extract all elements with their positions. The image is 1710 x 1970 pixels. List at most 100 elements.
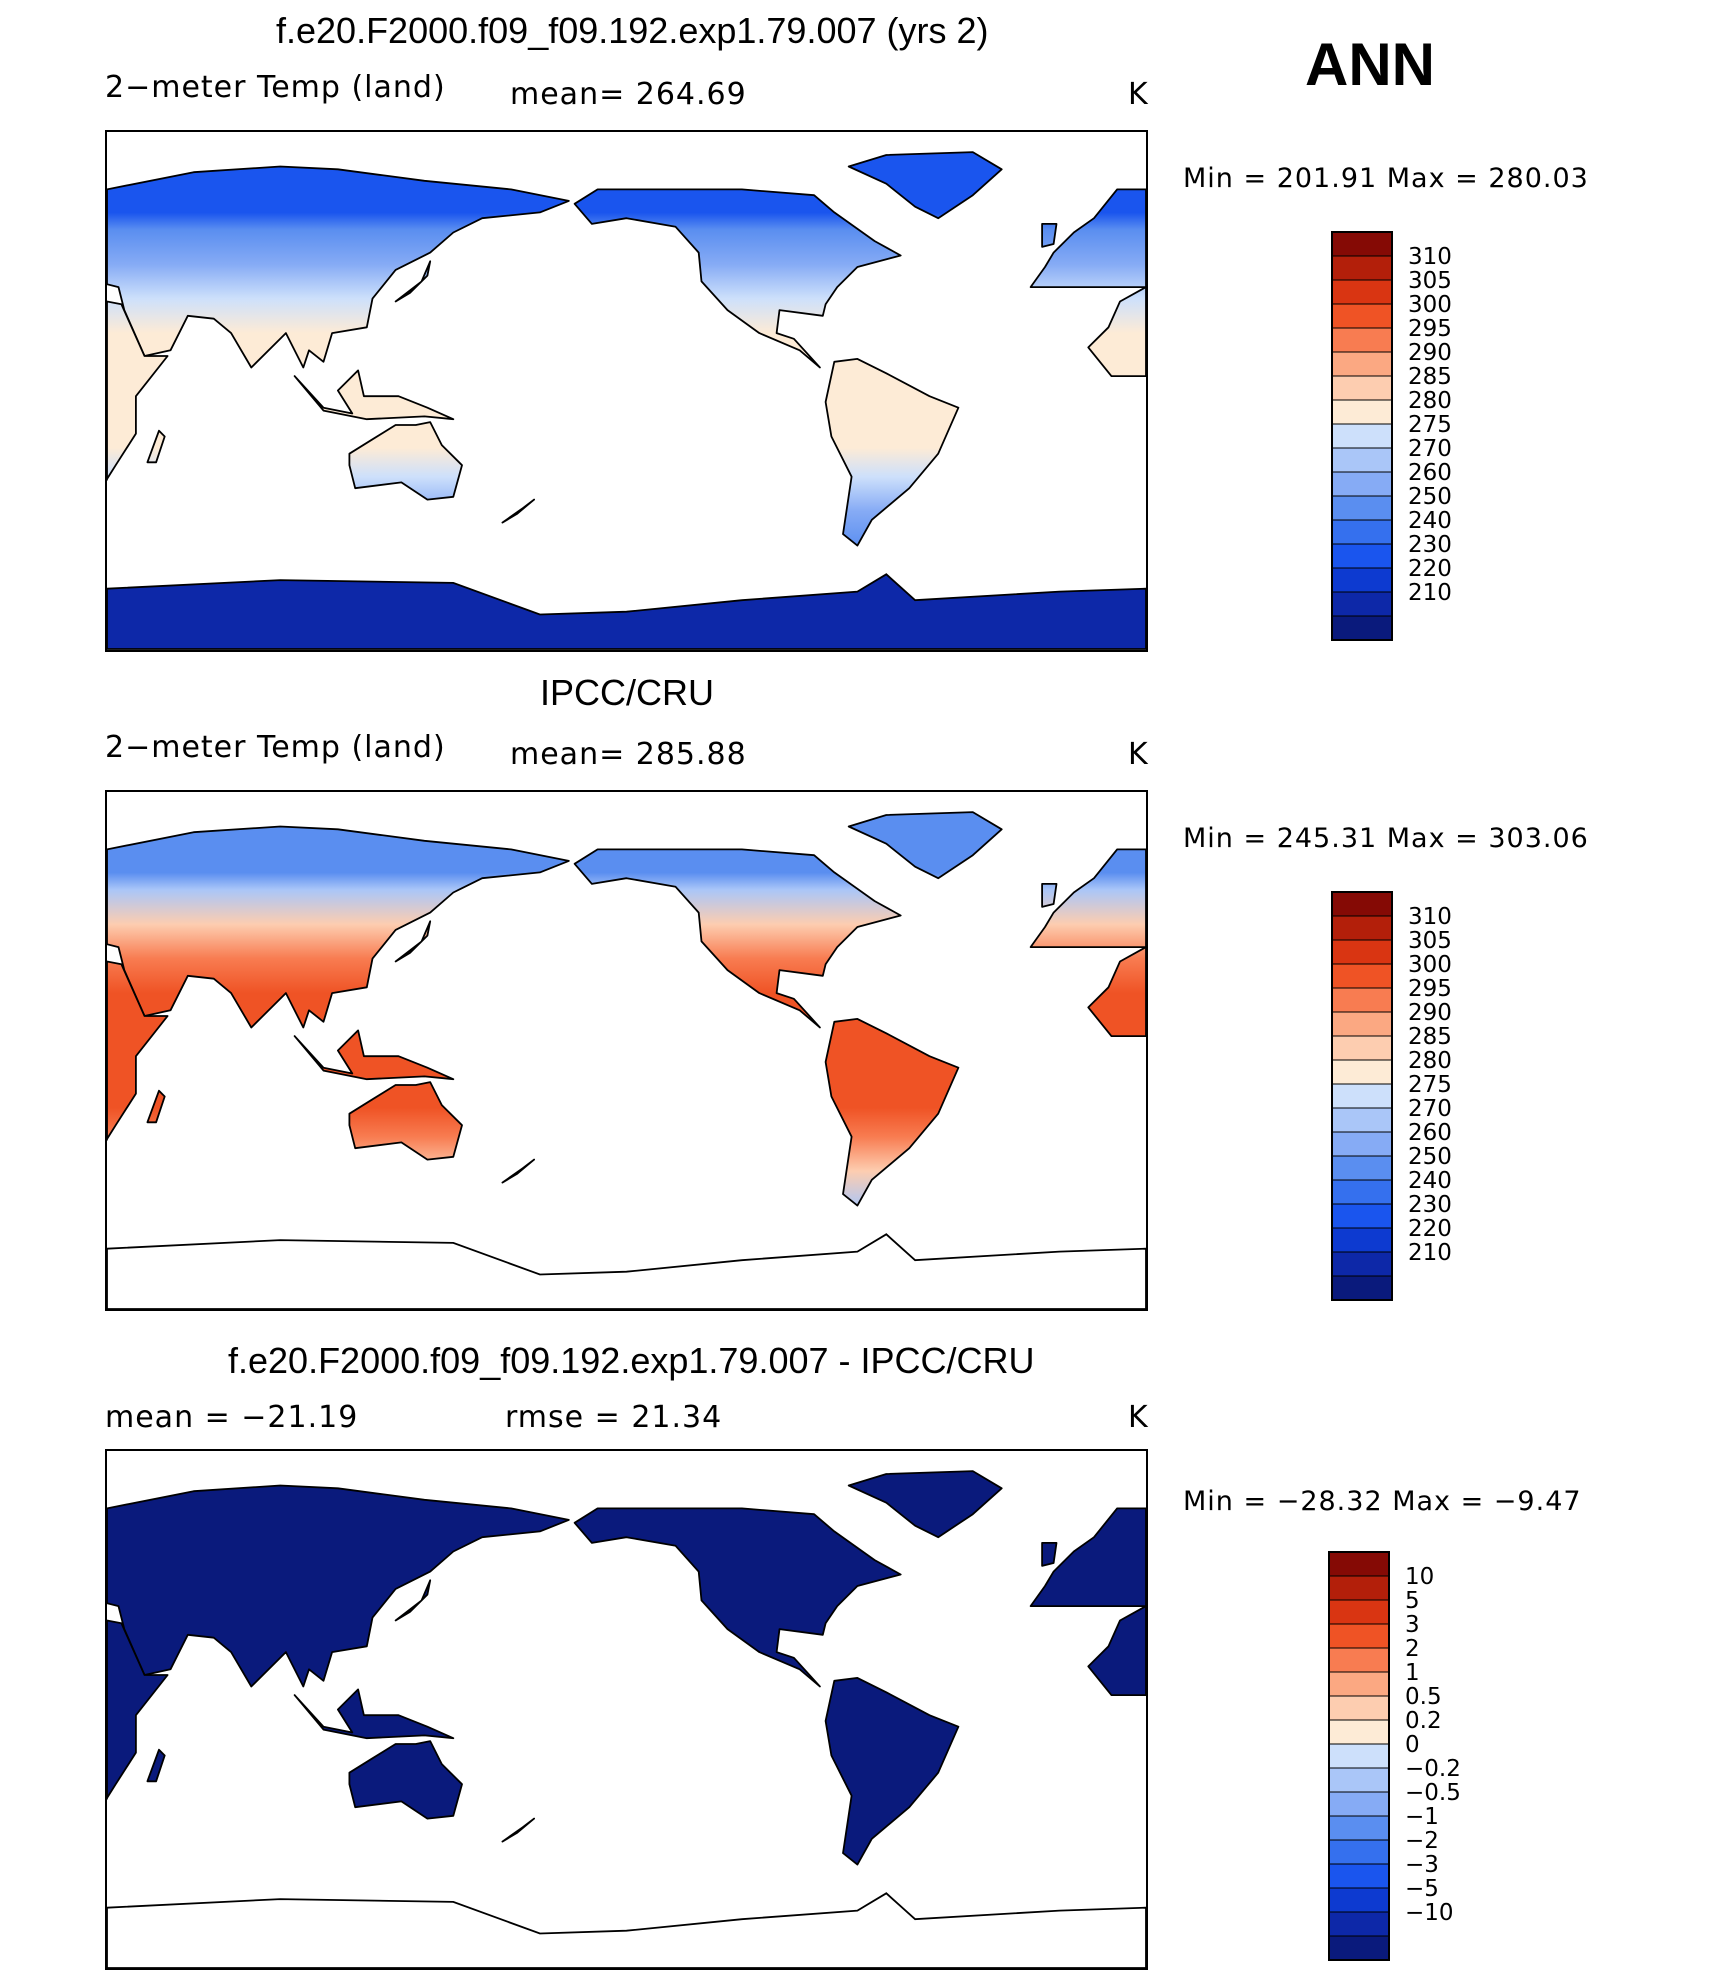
season-label: ANN	[1305, 31, 1435, 98]
colorbar-box	[1331, 1275, 1393, 1301]
colorbar-box	[1331, 519, 1393, 545]
colorbar-outline	[1331, 231, 1393, 641]
colorbar-box	[1331, 375, 1393, 401]
panel-model-units-label: K	[1128, 77, 1149, 112]
colorbar-box	[1331, 1083, 1393, 1109]
landmass-samerica	[824, 1018, 960, 1207]
panel-obs-variable-label: 2−meter Temp (land)	[105, 730, 446, 765]
colorbar-box	[1331, 279, 1393, 305]
colorbar-tick-label: 2	[1405, 1636, 1420, 1662]
colorbar-box	[1328, 1599, 1390, 1625]
colorbar-tick-label: 210	[1408, 580, 1452, 606]
colorbar-box	[1331, 495, 1393, 521]
landmass-europe	[1029, 1507, 1146, 1607]
colorbar-tick-label: 305	[1408, 928, 1452, 954]
colorbar-box	[1331, 1107, 1393, 1133]
colorbar-box	[1328, 1887, 1390, 1913]
map-diff-svg	[107, 1470, 1146, 1968]
colorbar-box	[1328, 1695, 1390, 1721]
landmass-wafrica	[1087, 946, 1146, 1037]
panel-obs-units-label: K	[1128, 737, 1149, 772]
landmass-uk	[1041, 223, 1058, 248]
colorbar-tick-label: 260	[1408, 1120, 1452, 1146]
landmass-australia	[348, 1740, 463, 1820]
colorbar-box	[1331, 1011, 1393, 1037]
panel-diff-title: f.e20.F2000.f09_f09.192.exp1.79.007 - IP…	[228, 1340, 1035, 1381]
colorbar-box	[1331, 1227, 1393, 1253]
colorbar-outline	[1328, 1551, 1390, 1961]
colorbar-tick-label: −3	[1405, 1852, 1439, 1878]
landmass-samerica	[824, 1677, 960, 1866]
colorbar-tick-label: 230	[1408, 1192, 1452, 1218]
colorbar-box	[1328, 1743, 1390, 1769]
landmass-uk	[1041, 1542, 1058, 1567]
landmass-samerica	[824, 358, 960, 547]
colorbar-box	[1328, 1575, 1390, 1601]
colorbar-box	[1331, 1251, 1393, 1277]
colorbar-box	[1331, 447, 1393, 473]
panel-diff-rmse-label: rmse = 21.34	[505, 1400, 723, 1435]
colorbar-tick-label: 10	[1405, 1564, 1434, 1590]
landmass-eurasia	[107, 165, 570, 369]
colorbar-box	[1328, 1719, 1390, 1745]
panel-model-mean-label: mean= 264.69	[510, 77, 747, 112]
colorbar-tick-label: 0.2	[1405, 1708, 1442, 1734]
colorbar-tick-label: 290	[1408, 340, 1452, 366]
panel-diff-mean-label: mean = −21.19	[105, 1400, 359, 1435]
landmass-greenland	[847, 151, 1003, 220]
colorbar-box	[1328, 1623, 1390, 1649]
colorbar-box	[1331, 1035, 1393, 1061]
landmass-greenland	[847, 1470, 1003, 1539]
map-model	[105, 130, 1148, 652]
colorbar-tick-label: 310	[1408, 244, 1452, 270]
colorbar-tick-label: 275	[1408, 412, 1452, 438]
map-obs	[105, 790, 1148, 1311]
colorbar-box	[1331, 987, 1393, 1013]
colorbar-box	[1328, 1767, 1390, 1793]
colorbar-tick-label: 220	[1408, 556, 1452, 582]
landmass-namerica	[573, 1507, 902, 1688]
colorbar-tick-label: 210	[1408, 1240, 1452, 1266]
colorbar-box	[1331, 1179, 1393, 1205]
landmass-namerica	[573, 848, 902, 1029]
panel-obs-title: IPCC/CRU	[540, 672, 715, 713]
landmass-japan	[394, 1579, 432, 1622]
colorbar-tick-label: 0	[1405, 1732, 1420, 1758]
landmass-uk	[1041, 883, 1058, 908]
landmass-japan	[394, 260, 432, 303]
colorbar-box	[1331, 543, 1393, 569]
colorbar-box	[1328, 1551, 1390, 1577]
landmass-africa	[107, 960, 169, 1142]
colorbar-box	[1331, 1059, 1393, 1085]
landmass-australia	[348, 421, 463, 501]
panel-obs-mean-label: mean= 285.88	[510, 737, 747, 772]
landmass-namerica	[573, 188, 902, 369]
colorbar-tick-label: 290	[1408, 1000, 1452, 1026]
landmass-madagascar	[146, 429, 166, 464]
colorbar-tick-label: 1	[1405, 1660, 1420, 1686]
colorbar-box	[1331, 399, 1393, 425]
panel-diff-units-label: K	[1128, 1400, 1149, 1435]
colorbar-box	[1328, 1647, 1390, 1673]
colorbar-tick-label: 250	[1408, 484, 1452, 510]
colorbar-box	[1331, 1155, 1393, 1181]
landmass-greenland	[847, 811, 1003, 880]
landmass-europe	[1029, 848, 1146, 948]
map-diff	[105, 1449, 1148, 1970]
colorbar-tick-label: 220	[1408, 1216, 1452, 1242]
colorbar-tick-label: 240	[1408, 508, 1452, 534]
colorbar-tick-label: 285	[1408, 1024, 1452, 1050]
landmass-japan	[394, 920, 432, 963]
landmass-madagascar	[146, 1089, 166, 1124]
colorbar-tick-label: 300	[1408, 952, 1452, 978]
colorbar-diff: 10 5 3 2 1 0.5 0.2 0 −0.2 −0.5 −1 −2 −3 −5 −10	[1327, 1550, 1497, 1965]
colorbar-tick-label: −10	[1405, 1900, 1454, 1926]
colorbar-box	[1331, 891, 1393, 917]
colorbar-box	[1328, 1839, 1390, 1865]
colorbar-model: 310 305 300 295 290 285 280 275 270 260 250 240 230 2…	[1330, 230, 1500, 645]
colorbar-box	[1328, 1911, 1390, 1937]
landmass-australia	[348, 1081, 463, 1161]
landmass-nz	[501, 1817, 535, 1843]
colorbar-obs-svg: 3103053002952902852802752702602502402302…	[1331, 891, 1452, 1301]
